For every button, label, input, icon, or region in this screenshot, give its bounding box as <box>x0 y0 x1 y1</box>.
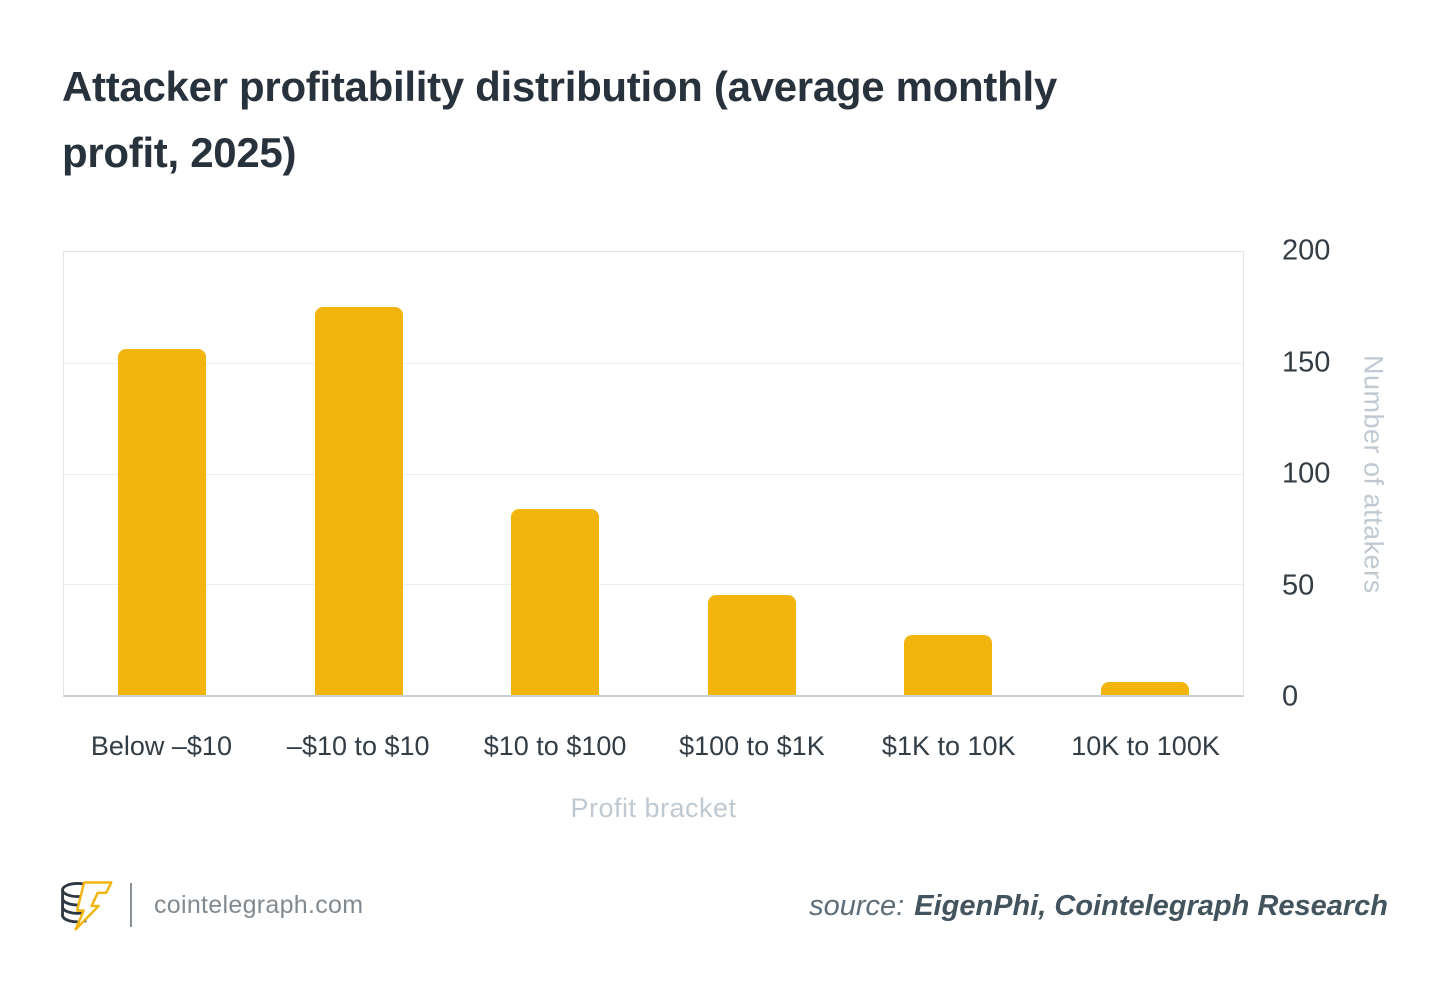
bar--1k-to-10k <box>904 635 993 695</box>
chart-title-line1: Attacker profitability distribution (ave… <box>62 63 1057 110</box>
x-tick-label-1: –$10 to $10 <box>286 731 430 761</box>
bar--10-to-100 <box>511 508 600 695</box>
bar-slot-3 <box>654 252 851 695</box>
bar-chart-plot-area <box>63 251 1244 697</box>
bar-below-10 <box>118 349 207 695</box>
bar-slot-5 <box>1047 252 1244 695</box>
x-tick-label-3: $100 to $1K <box>679 731 825 761</box>
x-tick-label-5: 10K to 100K <box>1071 731 1220 761</box>
footer-site-text: cointelegraph.com <box>154 890 364 919</box>
y-axis-ticks: 0 50 100 150 200 <box>1282 235 1372 713</box>
bar-10k-to-100k <box>1100 681 1189 695</box>
chart-title-line2: profit, 2025) <box>62 129 297 176</box>
bar-slot-0 <box>64 252 261 695</box>
cointelegraph-logo-icon <box>61 881 113 931</box>
bar--100-to-1k <box>707 595 796 695</box>
gridline-100 <box>64 473 1243 475</box>
footer-source: source: EigenPhi, Cointelegraph Research <box>809 886 1388 926</box>
bar--10-to-10 <box>314 307 403 695</box>
bar-series <box>64 252 1243 695</box>
bar-slot-4 <box>850 252 1047 695</box>
gridline-50 <box>64 584 1243 586</box>
bar-slot-2 <box>457 252 654 695</box>
y-tick-label-0: 0 <box>1282 680 1299 713</box>
chart-title: Attacker profitability distribution (ave… <box>62 54 1372 186</box>
lightning-bolt-icon <box>74 881 113 931</box>
y-tick-label-150: 150 <box>1282 346 1331 378</box>
x-tick-label-4: $1K to 10K <box>881 731 1016 761</box>
bar-slot-1 <box>261 252 458 695</box>
source-label: source: <box>809 889 905 922</box>
footer-branding: cointelegraph.com <box>56 874 363 936</box>
gridline-150 <box>64 362 1243 364</box>
x-tick-label-0: Below –$10 <box>90 731 232 761</box>
y-tick-label-200: 200 <box>1282 234 1331 267</box>
source-value: EigenPhi, Cointelegraph Research <box>914 889 1388 922</box>
y-tick-label-50: 50 <box>1282 569 1315 601</box>
x-axis-title: Profit bracket <box>570 793 737 823</box>
y-axis-title: Number of attakers <box>1358 354 1389 594</box>
y-tick-label-100: 100 <box>1282 457 1331 490</box>
x-tick-label-2: $10 to $100 <box>483 731 627 761</box>
x-axis-ticks: Below –$10 –$10 to $10 $10 to $100 $100 to … <box>63 731 1244 762</box>
footer-divider <box>130 883 132 927</box>
